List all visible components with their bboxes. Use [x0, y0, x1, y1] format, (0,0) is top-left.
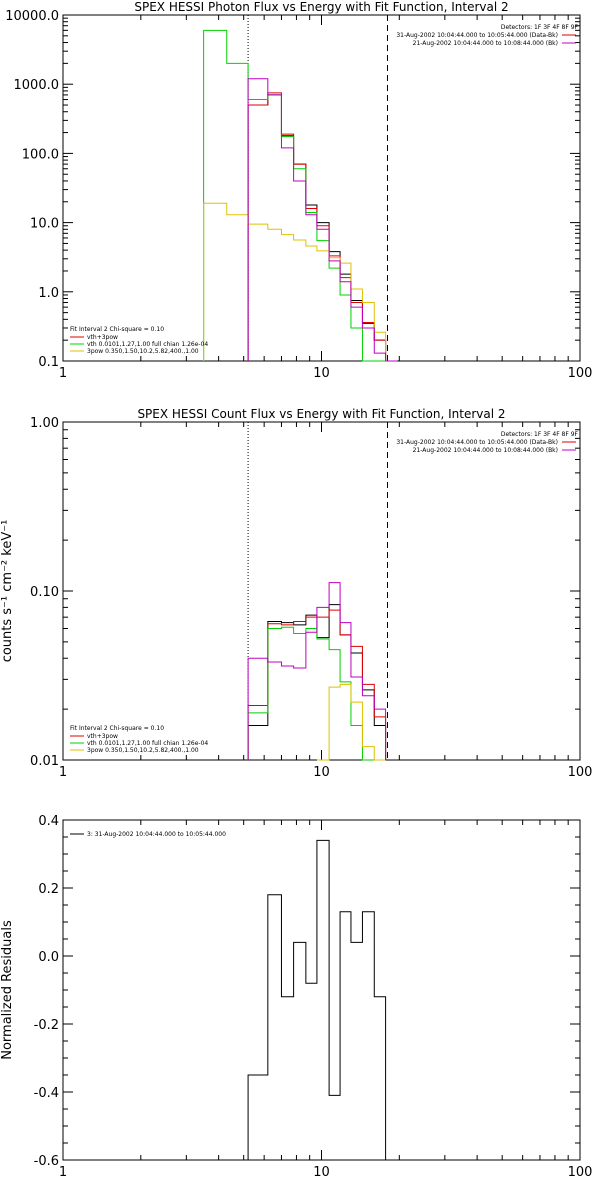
p1-series-bk-line — [247, 78, 398, 362]
p1-x-tick-label: 100 — [568, 366, 593, 381]
p2-legend-fit-text: vth+3pow — [87, 733, 118, 740]
p3-y-tick-label: 0.4 — [38, 814, 59, 829]
p1-y-tick-label: 100.0 — [22, 147, 59, 162]
p1-y-tick-label: 10000.0 — [5, 9, 59, 24]
p3-y-tick-label: 0.2 — [38, 882, 59, 897]
p2-legend-fit-header: Fit Interval 2 Chi-square = 0.10 — [70, 725, 164, 732]
p2-y-axis-label: counts s⁻¹ cm⁻² keV⁻¹ — [0, 520, 15, 663]
p3-x-tick-label: 1 — [59, 1165, 67, 1180]
p1-legend-interval-text: 31-Aug-2002 10:04:44.000 to 10:05:44.000… — [396, 32, 558, 39]
p2-x-tick-label: 100 — [568, 765, 593, 780]
p1-y-tick-label: 1000.0 — [14, 78, 60, 93]
p2-legend-interval-text: 31-Aug-2002 10:04:44.000 to 10:05:44.000… — [396, 439, 558, 446]
p2-series-total-line — [247, 609, 387, 760]
p1-x-tick-label: 1 — [59, 366, 67, 381]
p2-series-data-line — [247, 604, 387, 760]
p3-legend-text: 3: 31-Aug-2002 10:04:44.000 to 10:05:44.… — [87, 831, 226, 838]
p1-axes-frame — [62, 14, 581, 362]
p3-y-tick-label: 0.0 — [38, 950, 59, 965]
p2-y-tick-label: 0.01 — [30, 754, 59, 769]
p2-y-tick-label: 0.10 — [30, 585, 59, 600]
p1-legend-detectors: Detectors: 1F 3F 4F 8F 9F — [501, 24, 579, 31]
p3-x-tick-label: 10 — [313, 1165, 330, 1180]
p3-y-axis-label: Normalized Residuals — [0, 920, 15, 1060]
p3-y-tick-label: -0.6 — [34, 1154, 59, 1169]
p2-series-powerlaw-line — [316, 683, 386, 761]
p1-y-tick-label: 0.1 — [38, 355, 59, 370]
p2-legend-fit-text: vth 0.0101,1.27,1.00 full chian 1.26e-04 — [87, 740, 208, 747]
p2-series-bk-line — [247, 582, 387, 760]
p1-legend-fit-text: vth 0.0101,1.27,1.00 full chian 1.26e-04 — [87, 341, 208, 348]
p2-axes-frame — [62, 421, 581, 761]
p3-series-data-line — [247, 839, 387, 1160]
p1-legend-fit-text: vth+3pow — [87, 334, 118, 341]
p1-x-tick-label: 10 — [313, 366, 330, 381]
p2-legend-interval-text: 21-Aug-2002 10:04:44.000 to 10:08:44.000… — [413, 447, 558, 454]
p3-y-tick-label: -0.2 — [34, 1018, 59, 1033]
p1-chart-title: SPEX HESSI Photon Flux vs Energy with Fi… — [134, 0, 508, 14]
p2-legend-fit-text: 3pow 0.350,1.50,10.2,5.82,400.,1.00 — [87, 747, 199, 754]
p2-legend-detectors: Detectors: 1F 3F 4F 8F 9F — [501, 431, 579, 438]
p3-axes-frame — [62, 819, 581, 1161]
p1-y-tick-label: 1.0 — [38, 286, 59, 301]
p2-series-thermal-line — [247, 626, 375, 761]
p1-series-powerlaw-line — [203, 202, 398, 362]
p1-series-thermal-line — [203, 29, 386, 362]
p2-x-tick-label: 1 — [59, 765, 67, 780]
p2-x-tick-label: 10 — [313, 765, 330, 780]
p1-legend-fit-text: 3pow 0.350,1.50,10.2,5.82,400.,1.00 — [87, 348, 199, 355]
p2-chart-title: SPEX HESSI Count Flux vs Energy with Fit… — [137, 407, 505, 421]
p1-legend-interval-text: 21-Aug-2002 10:04:44.000 to 10:08:44.000… — [413, 40, 558, 47]
p3-y-tick-label: -0.4 — [34, 1086, 59, 1101]
p3-x-tick-label: 100 — [568, 1165, 593, 1180]
p1-legend-fit-header: Fit Interval 2 Chi-square = 0.10 — [70, 326, 164, 333]
p1-y-tick-label: 10.0 — [30, 217, 59, 232]
p2-y-tick-label: 1.00 — [30, 416, 59, 431]
